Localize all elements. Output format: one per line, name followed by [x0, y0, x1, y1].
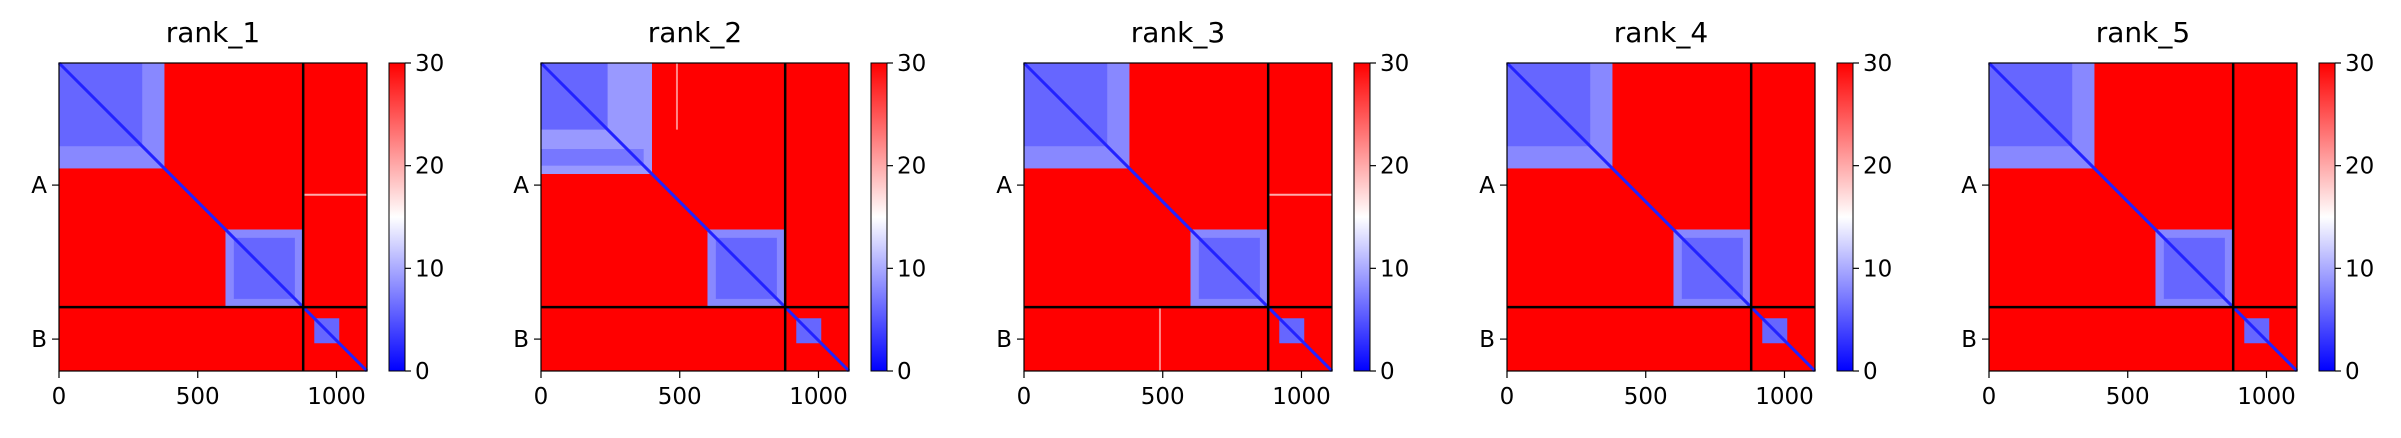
panel-5: rank_5 0 500 1000 A B 0 10 20 30: [1961, 16, 2374, 410]
colorbar-tick-label: 10: [2345, 256, 2374, 282]
x-tick-label: 500: [1624, 384, 1668, 410]
x-tick-label: 0: [1017, 384, 1032, 410]
panel-title: rank_5: [2096, 16, 2190, 49]
colorbar-tick-label: 10: [897, 256, 926, 282]
colorbar-tick-label: 20: [897, 154, 926, 180]
panel-2: rank_2 0 500 1000 A B 0 10 20 30: [513, 16, 926, 410]
heatmap-diagonal: [539, 61, 851, 373]
colorbar-tick-label: 30: [897, 51, 926, 77]
y-tick-label: A: [1961, 173, 1977, 199]
axes-frame: [540, 62, 850, 372]
panel-title: rank_1: [166, 16, 260, 49]
colorbar-tick-label: 0: [897, 359, 912, 385]
x-tick-label: 1000: [789, 384, 848, 410]
panel-title: rank_4: [1614, 16, 1708, 49]
y-tick-label: B: [1961, 327, 1977, 353]
axes-frame: [1023, 62, 1333, 372]
colorbar: [1836, 62, 1854, 372]
colorbar-tick-label: 30: [1863, 51, 1892, 77]
y-tick-label: B: [1479, 327, 1495, 353]
heatmap-diagonal: [1987, 61, 2299, 373]
y-tick-label: B: [31, 327, 47, 353]
colorbar-tick-label: 10: [1863, 256, 1892, 282]
axes-frame: [1988, 62, 2298, 372]
axes-frame: [58, 62, 368, 372]
x-tick-label: 500: [2106, 384, 2150, 410]
heatmap-diagonal: [57, 61, 369, 373]
y-tick-label: A: [513, 173, 529, 199]
panel-3: rank_3 0 500 1000 A B 0 10 20 30: [996, 16, 1409, 410]
colorbar: [388, 62, 406, 372]
x-tick-label: 0: [1500, 384, 1515, 410]
colorbar-tick-label: 10: [1380, 256, 1409, 282]
panel-1: rank_1 0 500 1000 A B 0 10 20 30: [31, 16, 444, 410]
colorbar-tick-label: 30: [2345, 51, 2374, 77]
axes-frame: [1506, 62, 1816, 372]
x-tick-label: 500: [1141, 384, 1185, 410]
colorbar-tick-label: 0: [1863, 359, 1878, 385]
x-tick-label: 500: [658, 384, 702, 410]
colorbar-tick-label: 10: [415, 256, 444, 282]
colorbar: [2318, 62, 2336, 372]
panel-4: rank_4 0 500 1000 A B 0 10 20 30: [1479, 16, 1892, 410]
colorbar-tick-label: 0: [2345, 359, 2360, 385]
x-tick-label: 0: [1982, 384, 1997, 410]
colorbar-tick-label: 20: [1380, 154, 1409, 180]
colorbar-tick-label: 20: [415, 154, 444, 180]
colorbar-tick-label: 0: [415, 359, 430, 385]
x-tick-label: 0: [534, 384, 549, 410]
y-tick-label: B: [513, 327, 529, 353]
x-tick-label: 1000: [1755, 384, 1814, 410]
y-tick-label: A: [1479, 173, 1495, 199]
x-tick-label: 1000: [307, 384, 366, 410]
colorbar: [870, 62, 888, 372]
x-tick-label: 1000: [1272, 384, 1331, 410]
y-tick-label: A: [996, 173, 1012, 199]
panel-title: rank_2: [648, 16, 742, 49]
heatmap-diagonal: [1022, 61, 1334, 373]
colorbar-tick-label: 20: [2345, 154, 2374, 180]
colorbar: [1353, 62, 1371, 372]
colorbar-tick-label: 20: [1863, 154, 1892, 180]
y-tick-label: B: [996, 327, 1012, 353]
panel-title: rank_3: [1131, 16, 1225, 49]
x-tick-label: 500: [176, 384, 220, 410]
heatmap-diagonal: [1505, 61, 1817, 373]
colorbar-tick-label: 30: [1380, 51, 1409, 77]
colorbar-tick-label: 30: [415, 51, 444, 77]
colorbar-tick-label: 0: [1380, 359, 1395, 385]
x-tick-label: 0: [52, 384, 67, 410]
heatmap-block: [541, 149, 644, 166]
x-tick-label: 1000: [2237, 384, 2296, 410]
y-tick-label: A: [31, 173, 47, 199]
